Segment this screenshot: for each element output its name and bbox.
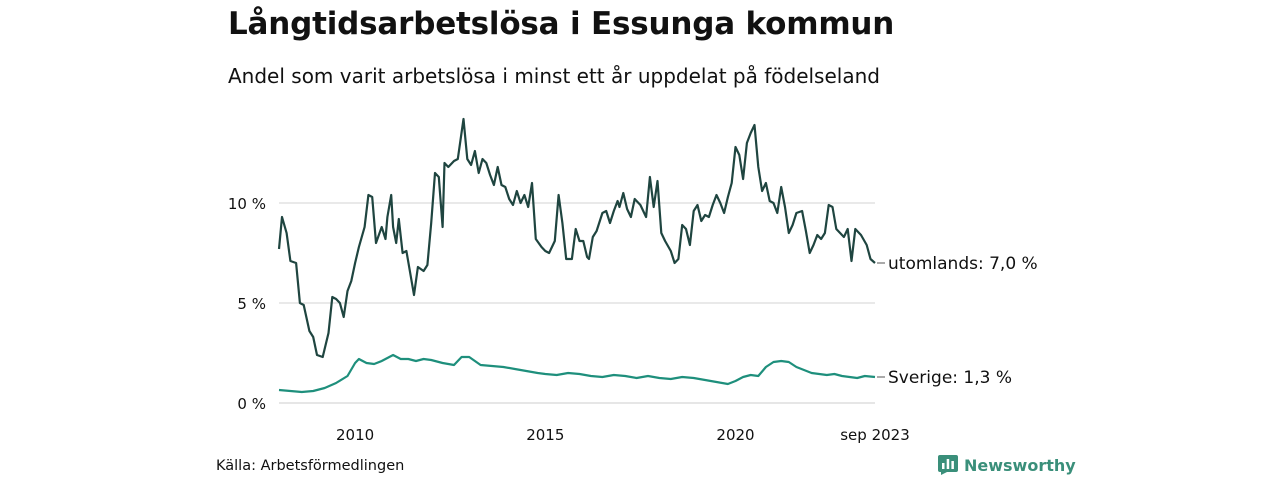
- source-note: Källa: Arbetsförmedlingen: [216, 458, 405, 474]
- y-tick-label: 10 %: [228, 195, 266, 213]
- y-tick-label: 0 %: [237, 395, 266, 413]
- series-line-utomlands: [277, 117, 876, 359]
- series-end-label: Sverige: 1,3 %: [888, 368, 1012, 388]
- x-tick-label: sep 2023: [840, 426, 910, 444]
- series-end-label: utomlands: 7,0 %: [888, 254, 1038, 274]
- chart-subtitle: Andel som varit arbetslösa i minst ett å…: [228, 64, 880, 88]
- x-tick-label: 2010: [336, 426, 374, 444]
- newsworthy-logo[interactable]: Newsworthy: [938, 455, 1076, 475]
- x-tick-label: 2015: [526, 426, 564, 444]
- y-tick-label: 5 %: [237, 295, 266, 313]
- brand-name: Newsworthy: [964, 455, 1076, 475]
- x-tick-label: 2020: [716, 426, 754, 444]
- chart-title: Långtidsarbetslösa i Essunga kommun: [228, 6, 895, 42]
- series-line-sverige: [278, 353, 876, 394]
- bar-chart-logo-icon: [938, 455, 958, 475]
